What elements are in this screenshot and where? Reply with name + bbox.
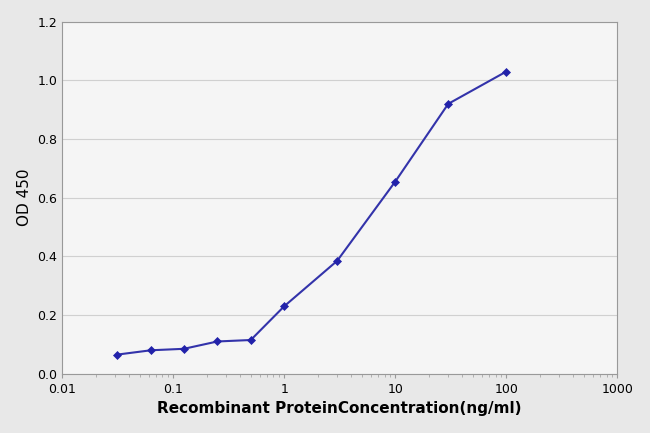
X-axis label: Recombinant ProteinConcentration(ng/ml): Recombinant ProteinConcentration(ng/ml) (157, 401, 522, 417)
Y-axis label: OD 450: OD 450 (17, 169, 32, 226)
